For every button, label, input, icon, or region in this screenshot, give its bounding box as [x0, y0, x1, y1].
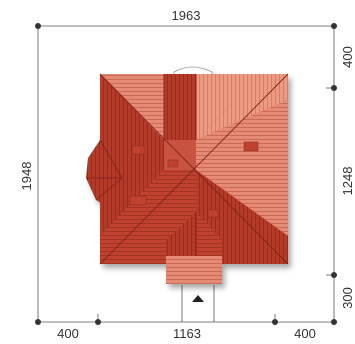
- entrance-arrow-icon: [192, 295, 204, 302]
- dim-right-bottom: 300: [340, 287, 355, 309]
- dim-bottom-center: 1163: [173, 326, 201, 341]
- roof-bay-left: [86, 140, 134, 210]
- dim-top-width: 1963: [172, 8, 201, 23]
- dim-right-middle: 1248: [340, 167, 355, 196]
- dim-left-height: 1948: [19, 162, 34, 191]
- roof-plan: [86, 66, 289, 284]
- dimension-dots: [35, 23, 337, 325]
- dim-bottom-left: 400: [57, 326, 79, 341]
- dim-right-top: 400: [340, 46, 355, 68]
- dim-bottom-right: 400: [294, 326, 316, 341]
